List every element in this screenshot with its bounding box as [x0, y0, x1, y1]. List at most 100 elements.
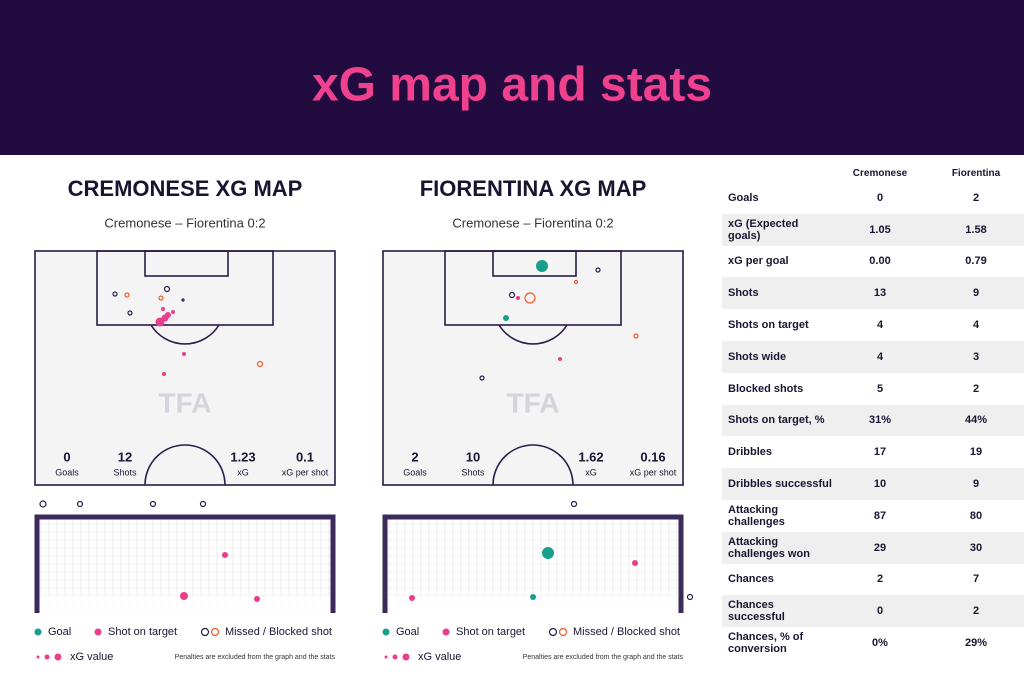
shot-dot	[199, 500, 207, 508]
table-cell: 10	[873, 478, 887, 491]
shot-dot	[44, 654, 50, 660]
shot-dot	[382, 628, 390, 636]
map-subtitle: Cremonese – Fiorentina 0:2	[452, 215, 613, 230]
stats-table: Cremonese Fiorentina Goals 0 2 xG (Expected…	[722, 164, 1024, 659]
penalty-arc	[150, 324, 220, 345]
table-cell: 13	[873, 287, 887, 300]
legend-label: Goal	[396, 626, 419, 638]
shot-dot	[149, 500, 157, 508]
shot-dot	[181, 298, 185, 302]
shot-dot	[165, 312, 171, 318]
shot-dot	[162, 372, 166, 376]
table-cell: 0.00	[869, 255, 891, 268]
table-row: Blocked shots 5 2	[722, 373, 1024, 405]
table-cell: 0.79	[965, 255, 987, 268]
legend-label: Goal	[48, 626, 71, 638]
table-row: Dribbles successful 10 9	[722, 468, 1024, 500]
column-header: Fiorentina	[951, 167, 1001, 179]
stat-value: 1.62	[578, 449, 603, 464]
row-label: Chances	[728, 573, 774, 586]
shot-dot	[479, 375, 485, 381]
pitch	[34, 250, 336, 486]
row-label: Chances, % of conversion	[728, 631, 804, 656]
table-cell: 4	[876, 319, 884, 332]
shot-dot	[508, 291, 516, 299]
shot-dot	[158, 295, 164, 301]
column-header: Cremonese	[852, 167, 908, 179]
center-circle	[492, 444, 574, 486]
shot-dot	[558, 357, 562, 361]
table-row: Shots 13 9	[722, 277, 1024, 310]
stat-label: Goals	[55, 467, 79, 477]
table-row: Attacking challenges 87 80	[722, 500, 1024, 532]
shot-dot	[524, 292, 536, 304]
shot-dot	[503, 315, 509, 321]
table-cell: 30	[969, 541, 983, 554]
table-cell: 1.05	[869, 223, 891, 236]
table-cell: 0	[876, 605, 884, 618]
table-header: Cremonese Fiorentina	[722, 164, 1024, 182]
shot-dot	[161, 307, 165, 311]
stat-value: 12	[118, 449, 132, 464]
legend-label: Missed / Blocked shot	[225, 626, 332, 638]
table-cell: 29	[873, 541, 887, 554]
ground	[35, 596, 335, 613]
row-label: Attacking challenges	[728, 503, 785, 528]
row-label: Chances successful	[728, 599, 785, 624]
shot-dot	[256, 360, 264, 368]
table-cell: 44%	[964, 414, 988, 427]
stat-label: xG per shot	[630, 467, 677, 477]
shot-dot	[210, 627, 220, 637]
legend-label: xG value	[418, 651, 461, 663]
shot-dot	[200, 627, 210, 637]
shot-dot	[182, 352, 186, 356]
row-label: Goals	[728, 191, 759, 204]
stat-label: Goals	[403, 467, 427, 477]
legend-note: Penalties are excluded from the graph an…	[523, 654, 684, 661]
center-circle	[144, 444, 226, 486]
row-label: Shots wide	[728, 350, 787, 363]
shot-dot	[570, 500, 578, 508]
table-row: Goals 0 2	[722, 182, 1024, 214]
shot-dot	[127, 310, 133, 316]
shot-dot	[633, 333, 639, 339]
table-cell: 2	[972, 605, 980, 618]
table-row: xG (Expected goals) 1.05 1.58	[722, 213, 1024, 246]
table-body: Goals 0 2 xG (Expected goals) 1.05 1.58 xG per…	[722, 182, 1024, 659]
shot-dot	[124, 292, 130, 298]
row-label: Shots on target	[728, 319, 809, 332]
ground	[383, 596, 683, 613]
shot-dot	[36, 655, 40, 659]
table-cell: 17	[873, 446, 887, 459]
table-cell: 7	[972, 573, 980, 586]
penalty-arc	[498, 324, 568, 345]
table-cell: 4	[972, 319, 980, 332]
table-cell: 5	[876, 382, 884, 395]
table-row: Chances successful 0 2	[722, 595, 1024, 628]
table-cell: 87	[873, 509, 887, 522]
row-label: Dribbles successful	[728, 478, 832, 491]
table-row: Attacking challenges won 29 30	[722, 531, 1024, 564]
table-row: Dribbles 17 19	[722, 436, 1024, 468]
shot-dot	[392, 654, 398, 660]
stat-value: 2	[411, 449, 418, 464]
shot-dot	[686, 593, 694, 601]
stat-label: xG	[237, 467, 249, 477]
stat-value: 0.16	[640, 449, 665, 464]
watermark: TFA	[507, 387, 560, 418]
table-row: Shots on target, % 31% 44%	[722, 404, 1024, 437]
shot-dot	[39, 500, 47, 508]
legend-label: xG value	[70, 651, 113, 663]
table-row: Chances 2 7	[722, 564, 1024, 596]
row-label: xG (Expected goals)	[728, 217, 799, 242]
shot-dot	[76, 500, 84, 508]
stat-label: Shots	[113, 467, 137, 477]
table-cell: 2	[972, 382, 980, 395]
shot-dot	[222, 552, 228, 558]
header-bg	[0, 0, 1024, 155]
shot-dot	[558, 627, 568, 637]
table-cell: 2	[972, 191, 980, 204]
shot-dot	[171, 310, 175, 314]
shot-dot	[112, 291, 118, 297]
shot-dot	[402, 653, 410, 661]
